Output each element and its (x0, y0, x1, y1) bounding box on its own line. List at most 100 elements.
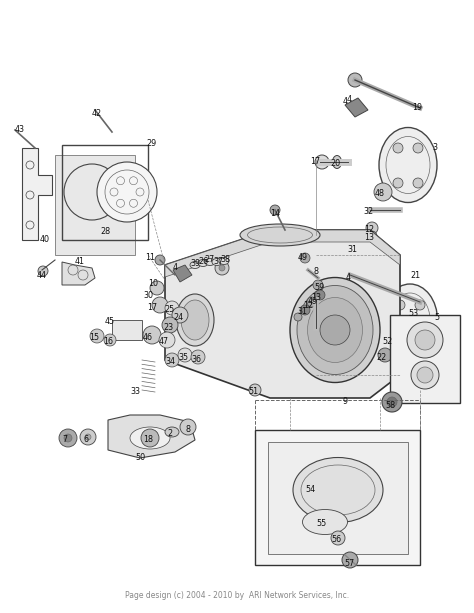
Circle shape (215, 261, 229, 275)
Text: 11: 11 (145, 254, 155, 262)
Ellipse shape (205, 259, 215, 265)
Circle shape (395, 300, 405, 310)
Text: 25: 25 (165, 305, 175, 314)
Text: 59: 59 (315, 283, 325, 292)
Text: 53: 53 (408, 308, 418, 318)
Circle shape (162, 317, 178, 333)
Text: 14: 14 (270, 208, 280, 218)
Ellipse shape (165, 427, 179, 437)
Circle shape (180, 419, 196, 435)
Circle shape (155, 255, 165, 265)
Circle shape (90, 329, 104, 343)
Text: 51: 51 (248, 387, 258, 397)
Circle shape (300, 305, 310, 315)
Text: 4: 4 (173, 264, 177, 273)
Circle shape (80, 429, 96, 445)
Text: 55: 55 (317, 519, 327, 528)
Ellipse shape (219, 257, 229, 264)
Text: 45: 45 (105, 318, 115, 327)
Bar (268, 442, 408, 554)
Circle shape (367, 231, 377, 241)
Ellipse shape (297, 286, 373, 375)
Text: 56: 56 (331, 536, 341, 544)
Text: 10: 10 (148, 278, 158, 287)
Ellipse shape (308, 297, 363, 362)
Circle shape (307, 297, 317, 307)
Circle shape (97, 162, 157, 222)
Text: 38: 38 (220, 254, 230, 264)
Text: 52: 52 (383, 338, 393, 346)
Ellipse shape (379, 128, 437, 202)
Ellipse shape (198, 259, 208, 267)
Ellipse shape (332, 156, 341, 169)
Circle shape (346, 270, 358, 282)
Circle shape (393, 143, 403, 153)
Circle shape (150, 281, 164, 295)
Circle shape (382, 392, 402, 412)
Text: 20: 20 (330, 159, 340, 169)
Circle shape (415, 300, 425, 310)
Text: 33: 33 (130, 387, 140, 397)
Text: 42: 42 (92, 109, 102, 118)
Circle shape (320, 315, 350, 345)
Text: 3: 3 (432, 143, 438, 153)
Bar (255, 430, 420, 565)
Polygon shape (165, 230, 400, 398)
Ellipse shape (302, 509, 347, 535)
Circle shape (294, 313, 302, 321)
Circle shape (387, 397, 397, 407)
Circle shape (270, 205, 280, 215)
Ellipse shape (240, 224, 320, 246)
Text: 22: 22 (377, 352, 387, 362)
Circle shape (393, 178, 403, 188)
Circle shape (152, 297, 168, 313)
Text: 43: 43 (15, 126, 25, 134)
Circle shape (159, 332, 175, 348)
Circle shape (300, 253, 310, 263)
Text: 54: 54 (305, 485, 315, 495)
Ellipse shape (383, 284, 438, 356)
Circle shape (413, 143, 423, 153)
Text: 19: 19 (412, 104, 422, 113)
Text: 21: 21 (410, 270, 420, 280)
Circle shape (38, 266, 48, 276)
Bar (390, 340, 408, 370)
Text: 28: 28 (100, 227, 110, 237)
Text: 13: 13 (311, 292, 321, 302)
Circle shape (249, 384, 261, 396)
Text: 12: 12 (303, 300, 313, 310)
Text: 57: 57 (345, 558, 355, 568)
Text: 13: 13 (364, 234, 374, 243)
Circle shape (348, 73, 362, 87)
Circle shape (143, 326, 161, 344)
Text: 5: 5 (435, 313, 439, 322)
Text: 46: 46 (143, 332, 153, 341)
Text: 30: 30 (143, 291, 153, 300)
Polygon shape (22, 148, 52, 240)
Text: 31: 31 (347, 245, 357, 254)
Text: 44: 44 (37, 270, 47, 280)
Bar (112, 320, 142, 340)
Circle shape (411, 361, 439, 389)
Text: Page design (c) 2004 - 2010 by  ARI Network Services, Inc.: Page design (c) 2004 - 2010 by ARI Netwo… (125, 590, 349, 600)
Circle shape (413, 178, 423, 188)
Text: 39: 39 (190, 259, 200, 267)
Polygon shape (62, 262, 95, 285)
Circle shape (172, 307, 188, 323)
Text: 2: 2 (167, 430, 173, 438)
Text: 17: 17 (310, 158, 320, 167)
Circle shape (165, 353, 179, 367)
Text: 32: 32 (363, 207, 373, 216)
Ellipse shape (290, 278, 380, 383)
Circle shape (378, 348, 392, 362)
Ellipse shape (293, 457, 383, 522)
Circle shape (350, 243, 360, 253)
Text: 8: 8 (313, 267, 319, 276)
Text: 37: 37 (213, 256, 223, 265)
Ellipse shape (130, 427, 170, 449)
Text: 36: 36 (191, 354, 201, 364)
Text: 49: 49 (308, 297, 318, 306)
Circle shape (367, 238, 377, 248)
Bar (390, 315, 460, 403)
Circle shape (342, 552, 358, 568)
